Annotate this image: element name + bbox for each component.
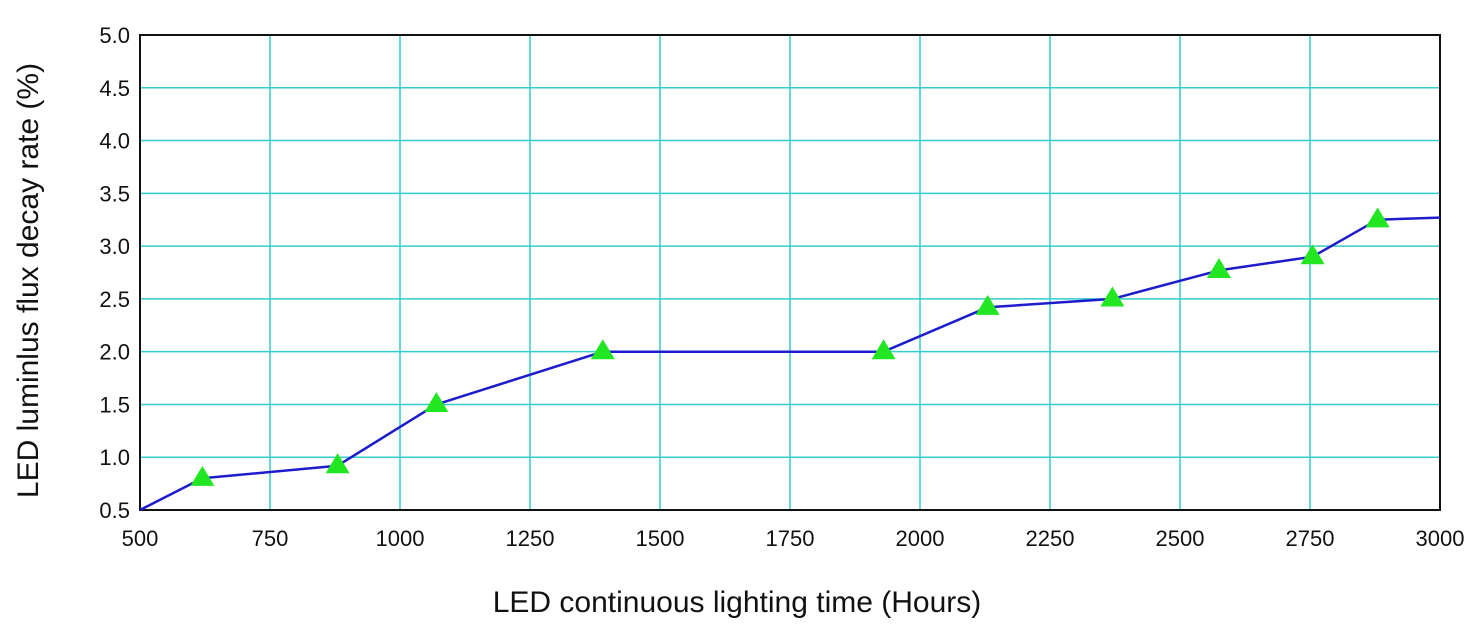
- y-tick-label: 5.0: [99, 23, 130, 48]
- y-tick-label: 0.5: [99, 498, 130, 523]
- data-point-marker: [1100, 286, 1125, 307]
- y-tick-label: 4.5: [99, 76, 130, 101]
- x-tick-label: 3000: [1416, 526, 1465, 551]
- plot-frame: [139, 34, 1441, 511]
- y-tick-label: 4.0: [99, 129, 130, 154]
- y-axis-ticks: 0.5 1.0 1.5 2.0 2.5 3.0 3.5 4.0 4.5 5.0: [99, 23, 130, 523]
- data-point-marker: [1300, 244, 1325, 265]
- x-tick-label: 1000: [376, 526, 425, 551]
- x-tick-label: 1250: [506, 526, 555, 551]
- y-axis-title: LED luminlus flux decay rate (%): [12, 63, 45, 498]
- x-tick-label: 1500: [636, 526, 685, 551]
- x-tick-label: 2250: [1026, 526, 1075, 551]
- x-tick-label: 2000: [896, 526, 945, 551]
- y-tick-label: 1.5: [99, 392, 130, 417]
- data-point-marker: [424, 392, 449, 413]
- x-tick-label: 750: [252, 526, 289, 551]
- data-point-marker: [1207, 257, 1231, 278]
- y-tick-label: 3.5: [99, 181, 130, 206]
- x-tick-label: 2500: [1156, 526, 1205, 551]
- y-tick-label: 2.5: [99, 287, 130, 312]
- y-tick-label: 1.0: [99, 445, 130, 470]
- series-markers: [190, 207, 1390, 486]
- data-point-marker: [1365, 207, 1390, 228]
- x-axis-title: LED continuous lighting time (Hours): [493, 586, 982, 619]
- y-tick-label: 2.0: [99, 340, 130, 365]
- series-line: [139, 216, 1441, 512]
- x-tick-label: 500: [122, 526, 159, 551]
- data-point-marker: [325, 453, 350, 474]
- x-tick-label: 2750: [1286, 526, 1335, 551]
- x-tick-label: 1750: [766, 526, 815, 551]
- data-point-marker: [871, 339, 896, 360]
- x-axis-ticks: 500 750 1000 1250 1500 1750 2000 2250 2500 2750 30…: [122, 526, 1465, 551]
- data-point-marker: [590, 339, 615, 360]
- data-point-marker: [975, 294, 1000, 315]
- data-point-marker: [190, 465, 215, 486]
- y-tick-label: 3.0: [99, 234, 130, 259]
- grid: [140, 35, 1440, 510]
